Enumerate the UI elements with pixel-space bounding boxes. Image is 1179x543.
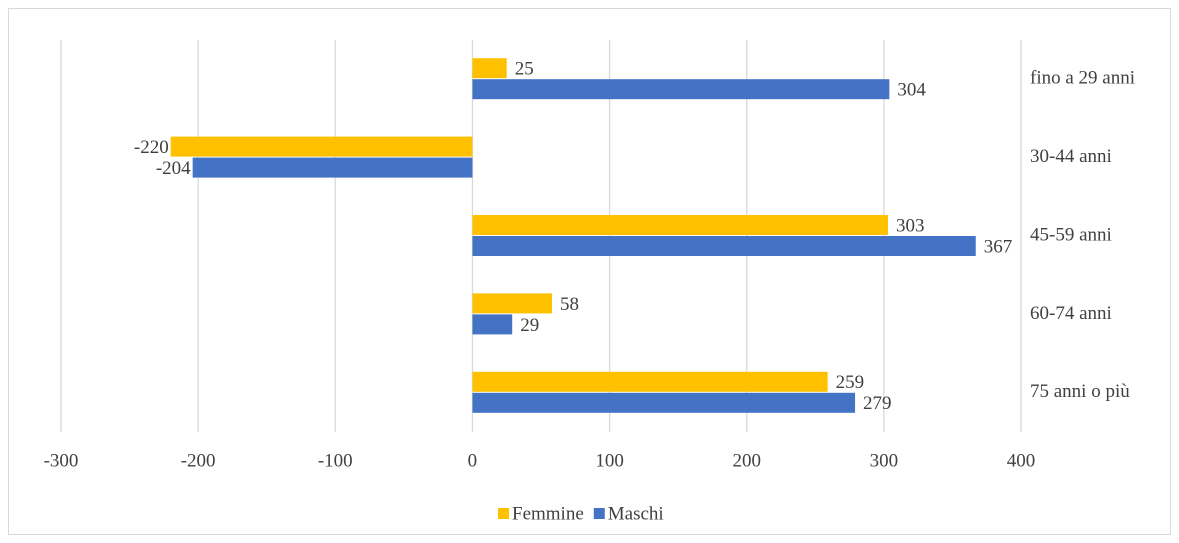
category-label: 75 anni o più [1030,381,1130,402]
x-tick-label: 100 [595,450,624,471]
x-tick-label: 300 [870,450,899,471]
bar [472,215,888,235]
bar [472,392,856,413]
category-label: 30-44 anni [1030,146,1112,167]
value-label: 279 [863,393,892,414]
category-label: fino a 29 anni [1030,68,1135,89]
x-tick-label: 200 [732,450,761,471]
legend-label: Maschi [608,503,664,524]
x-tick-label: -100 [318,450,353,471]
value-label: 304 [897,80,926,101]
bar [472,371,828,392]
x-tick-label: 400 [1007,450,1036,471]
bar [472,58,507,79]
value-label: 58 [560,294,579,315]
value-label: -220 [134,137,169,158]
bar [472,293,552,314]
x-tick-label: 0 [468,450,478,471]
x-tick-label: -200 [181,450,216,471]
bar [472,236,976,256]
category-label: 60-74 anni [1030,303,1112,324]
value-label: -204 [156,158,191,179]
legend-swatch [498,508,509,519]
value-label: 25 [515,59,534,80]
bar [192,157,473,178]
value-label: 29 [520,315,539,336]
value-label: 259 [836,372,865,393]
value-label: 303 [896,215,925,236]
legend-swatch [593,508,605,519]
bar [472,79,890,100]
value-label: 367 [984,236,1013,257]
category-label: 45-59 anni [1030,224,1112,245]
x-tick-label: -300 [44,450,79,471]
bar [170,136,473,157]
bar [472,314,513,335]
legend-label: Femmine [512,503,584,524]
